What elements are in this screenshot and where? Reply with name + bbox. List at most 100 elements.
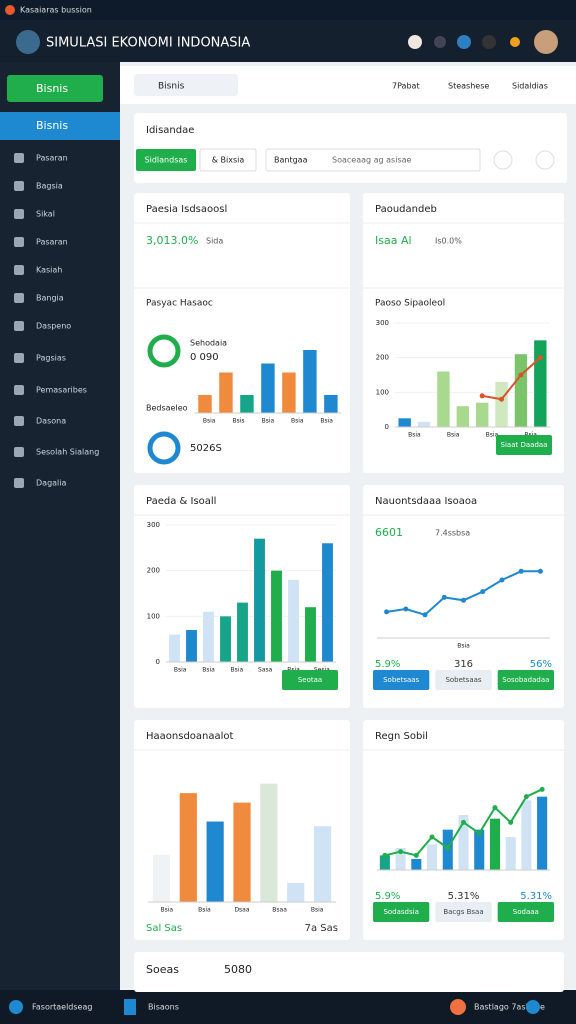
search-box[interactable] bbox=[134, 74, 238, 96]
stat: 316 bbox=[454, 659, 473, 670]
active-item[interactable] bbox=[0, 112, 120, 140]
nav-item[interactable]: Pasaran bbox=[36, 238, 68, 247]
filter-button-label[interactable]: & Bixsia bbox=[212, 156, 245, 165]
bar bbox=[458, 815, 469, 870]
filter-input[interactable] bbox=[265, 148, 481, 172]
search-text[interactable]: Bisnis bbox=[158, 82, 185, 92]
browser-bar bbox=[0, 0, 576, 20]
nav-item[interactable]: Dagalia bbox=[36, 479, 66, 488]
button[interactable] bbox=[373, 902, 430, 922]
panel-title: Paeda & Isoall bbox=[146, 496, 216, 507]
button[interactable] bbox=[373, 670, 430, 690]
button[interactable] bbox=[435, 670, 492, 690]
app-title: SIMULASI EKONOMI INDONASIA bbox=[46, 36, 250, 51]
footer-left[interactable]: Fasortaeldseag bbox=[32, 1003, 92, 1012]
bar bbox=[313, 826, 332, 902]
bar bbox=[254, 538, 265, 662]
nav-icon bbox=[14, 353, 24, 363]
x-tick-label: Bsia bbox=[203, 418, 216, 425]
bar bbox=[417, 421, 431, 427]
filter-button[interactable] bbox=[199, 148, 257, 172]
footer-icon bbox=[9, 1000, 23, 1014]
clock-icon[interactable] bbox=[535, 150, 555, 170]
panel-title: Nauontsdaaa Isoaoa bbox=[375, 496, 477, 507]
button-label[interactable]: Sobetsaas bbox=[445, 676, 481, 684]
button-label[interactable]: Bacgs Bsaa bbox=[443, 908, 483, 916]
x-tick-label: Bsia bbox=[457, 643, 470, 650]
button-label[interactable]: Sosobadadaa bbox=[502, 676, 549, 684]
y-tick-label: 100 bbox=[147, 612, 160, 620]
filter-button[interactable] bbox=[136, 149, 196, 171]
x-tick-label: Bsia bbox=[262, 418, 275, 425]
button[interactable] bbox=[497, 670, 554, 690]
stat: 5.31% bbox=[520, 891, 552, 902]
filter-title: Idisandae bbox=[146, 125, 194, 136]
footer-right[interactable]: Bastlago 7asBase bbox=[474, 1003, 545, 1012]
footer-icon[interactable] bbox=[526, 1000, 540, 1014]
bar bbox=[456, 406, 470, 427]
primary-button[interactable] bbox=[7, 75, 103, 102]
active-item-label[interactable]: Bisnis bbox=[36, 119, 68, 132]
bar bbox=[261, 363, 275, 413]
bar bbox=[505, 837, 516, 870]
button-label[interactable]: Sodaaa bbox=[513, 908, 539, 916]
bar bbox=[198, 395, 212, 413]
top-link[interactable]: 7Pabat bbox=[392, 82, 420, 91]
avatar[interactable] bbox=[534, 30, 558, 54]
icon[interactable] bbox=[434, 36, 446, 48]
nav-item[interactable]: Dasona bbox=[36, 417, 66, 426]
bar bbox=[514, 354, 528, 427]
top-link[interactable]: Steashese bbox=[448, 82, 489, 91]
nav-item[interactable]: Bagsia bbox=[36, 182, 63, 191]
bar bbox=[411, 859, 422, 870]
x-tick-label: Sasa bbox=[258, 667, 273, 674]
x-tick-label: Bsia bbox=[291, 418, 304, 425]
nav-icon bbox=[14, 416, 24, 426]
nav-item[interactable]: Pagsias bbox=[36, 354, 66, 363]
button-label[interactable]: Sodasdsia bbox=[383, 908, 418, 916]
icon[interactable] bbox=[482, 35, 496, 49]
primary-button-label[interactable]: Bisnis bbox=[36, 82, 68, 95]
button-label[interactable]: Seotaa bbox=[298, 676, 322, 684]
nav-item[interactable]: Daspeno bbox=[36, 322, 71, 331]
nav-item[interactable]: Bangia bbox=[36, 294, 64, 303]
icon[interactable] bbox=[408, 35, 422, 49]
x-tick-label: Bsia bbox=[447, 432, 460, 439]
button[interactable] bbox=[497, 902, 554, 922]
filter-input-placeholder[interactable]: Soaceaag ag asisae bbox=[332, 156, 412, 165]
stat: Is0.0% bbox=[435, 237, 462, 246]
x-tick-label: Bsis bbox=[233, 418, 245, 425]
search-icon[interactable] bbox=[493, 150, 513, 170]
browser-tab[interactable]: Kasaiaras bussion bbox=[20, 6, 92, 15]
filter-button-label[interactable]: Sidlandsas bbox=[145, 156, 188, 165]
panel-title: Haaonsdoanaalot bbox=[146, 731, 234, 742]
icon[interactable] bbox=[510, 37, 520, 47]
button-label[interactable]: Sobetsaas bbox=[383, 676, 419, 684]
stat: Sida bbox=[206, 237, 223, 246]
nav-icon bbox=[14, 293, 24, 303]
top-link[interactable]: Sidaldias bbox=[512, 82, 548, 91]
nav-icon bbox=[14, 153, 24, 163]
footer-middle[interactable]: Bisaons bbox=[148, 1003, 179, 1012]
nav-item[interactable]: Sesolah Sialang bbox=[36, 448, 99, 457]
bar bbox=[534, 340, 547, 427]
nav-item[interactable]: Sikal bbox=[36, 210, 55, 219]
donut bbox=[147, 334, 181, 368]
button[interactable] bbox=[496, 435, 552, 455]
nav-item[interactable]: Pasaran bbox=[36, 154, 68, 163]
nav-item[interactable]: Pemasaribes bbox=[36, 386, 87, 395]
button[interactable] bbox=[435, 902, 492, 922]
panel-subtitle: Paoso Sipaoleol bbox=[375, 299, 445, 309]
stat: Sal Sas bbox=[146, 923, 182, 934]
bar bbox=[474, 829, 485, 870]
side-text: 5026S bbox=[190, 443, 222, 454]
button[interactable] bbox=[282, 670, 338, 690]
button-label[interactable]: Siaat Daadaa bbox=[501, 441, 548, 449]
y-tick-label: 300 bbox=[147, 521, 160, 529]
nav-icon bbox=[14, 181, 24, 191]
panel-subtitle: Pasyac Hasaoc bbox=[146, 299, 213, 309]
nav-item[interactable]: Kasiah bbox=[36, 266, 62, 275]
nav-icon bbox=[14, 237, 24, 247]
icon[interactable] bbox=[457, 35, 471, 49]
